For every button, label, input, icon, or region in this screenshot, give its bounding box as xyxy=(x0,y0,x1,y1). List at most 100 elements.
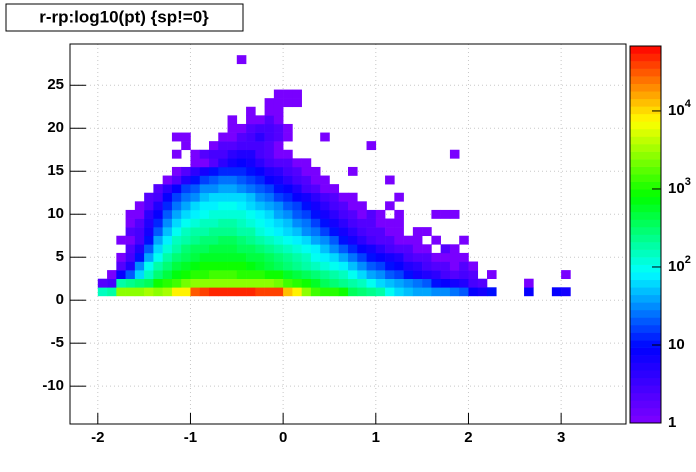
tick-exponent: 2 xyxy=(685,254,691,266)
cell xyxy=(273,175,284,185)
colorbar-tick-label: 103 xyxy=(668,176,691,197)
cell xyxy=(255,209,265,219)
cell xyxy=(329,235,340,245)
cell xyxy=(236,192,247,202)
colorbar-band xyxy=(630,234,661,243)
cell xyxy=(181,235,191,245)
cell xyxy=(273,261,284,271)
y-tick-label: -10 xyxy=(42,377,64,394)
cell xyxy=(283,98,293,108)
cell xyxy=(385,261,395,271)
cell xyxy=(292,98,302,108)
cell xyxy=(375,244,386,254)
cell xyxy=(153,287,163,297)
cell xyxy=(125,252,136,262)
cell xyxy=(199,218,210,228)
cell xyxy=(264,158,275,168)
cell xyxy=(227,115,238,125)
cell xyxy=(385,218,395,228)
cell xyxy=(310,175,321,185)
cell xyxy=(348,227,358,237)
cell xyxy=(162,270,173,280)
cell xyxy=(320,227,330,237)
cell xyxy=(190,218,201,228)
cell xyxy=(440,270,451,280)
cell xyxy=(125,227,136,237)
cell xyxy=(190,158,201,168)
cell xyxy=(348,244,358,254)
cell xyxy=(412,287,423,297)
cell xyxy=(273,227,284,237)
cell xyxy=(246,132,256,142)
cell xyxy=(283,123,293,133)
cell xyxy=(153,261,163,271)
cell xyxy=(283,244,293,254)
cell xyxy=(227,192,238,202)
colorbar-band xyxy=(630,400,661,409)
cell xyxy=(412,278,423,288)
cell xyxy=(246,261,256,271)
cell xyxy=(329,244,340,254)
cell xyxy=(246,192,256,202)
cell xyxy=(190,175,201,185)
cell xyxy=(301,278,312,288)
cell xyxy=(227,184,238,194)
cell xyxy=(422,252,432,262)
cell xyxy=(227,201,238,211)
cell xyxy=(283,261,293,271)
cell xyxy=(459,270,469,280)
cell xyxy=(264,209,275,219)
y-tick-label: 10 xyxy=(47,205,64,222)
cell xyxy=(264,278,275,288)
cell xyxy=(107,287,117,297)
cell xyxy=(348,261,358,271)
cell xyxy=(218,149,228,159)
cell xyxy=(236,270,247,280)
cell xyxy=(524,278,534,288)
cell xyxy=(255,141,265,151)
cell xyxy=(134,235,145,245)
cell xyxy=(320,270,330,280)
colorbar-band xyxy=(630,242,661,250)
colorbar-band xyxy=(630,106,661,115)
cell xyxy=(283,270,293,280)
cell xyxy=(329,252,340,262)
colorbar-band xyxy=(630,407,661,416)
frame xyxy=(69,43,627,425)
cell xyxy=(153,278,163,288)
cell xyxy=(134,218,145,228)
cell xyxy=(301,244,312,254)
cell xyxy=(153,270,163,280)
colorbar-band xyxy=(630,136,661,145)
colorbar-band xyxy=(630,249,661,258)
colorbar-band xyxy=(630,76,661,84)
colorbar-band xyxy=(630,144,661,152)
cell xyxy=(246,218,256,228)
cell xyxy=(171,132,182,142)
colorbar-tick-label: 102 xyxy=(668,254,691,275)
cell xyxy=(171,175,182,185)
cell xyxy=(477,287,488,297)
cell xyxy=(181,192,191,202)
colorbar-band xyxy=(630,61,661,69)
cell xyxy=(144,192,154,202)
cell xyxy=(171,184,182,194)
cell xyxy=(449,252,460,262)
cell xyxy=(273,218,284,228)
cell xyxy=(375,209,386,219)
cell xyxy=(116,252,126,262)
cell xyxy=(218,132,228,142)
cell xyxy=(199,227,210,237)
cell xyxy=(348,235,358,245)
colorbar-band xyxy=(630,91,661,100)
cell xyxy=(394,227,404,237)
cell xyxy=(273,244,284,254)
cell xyxy=(97,278,108,288)
cell xyxy=(199,209,210,219)
cell xyxy=(273,123,284,133)
cell xyxy=(375,252,386,262)
cell xyxy=(236,175,247,185)
cell xyxy=(283,192,293,202)
cell xyxy=(329,278,340,288)
cell xyxy=(394,278,404,288)
